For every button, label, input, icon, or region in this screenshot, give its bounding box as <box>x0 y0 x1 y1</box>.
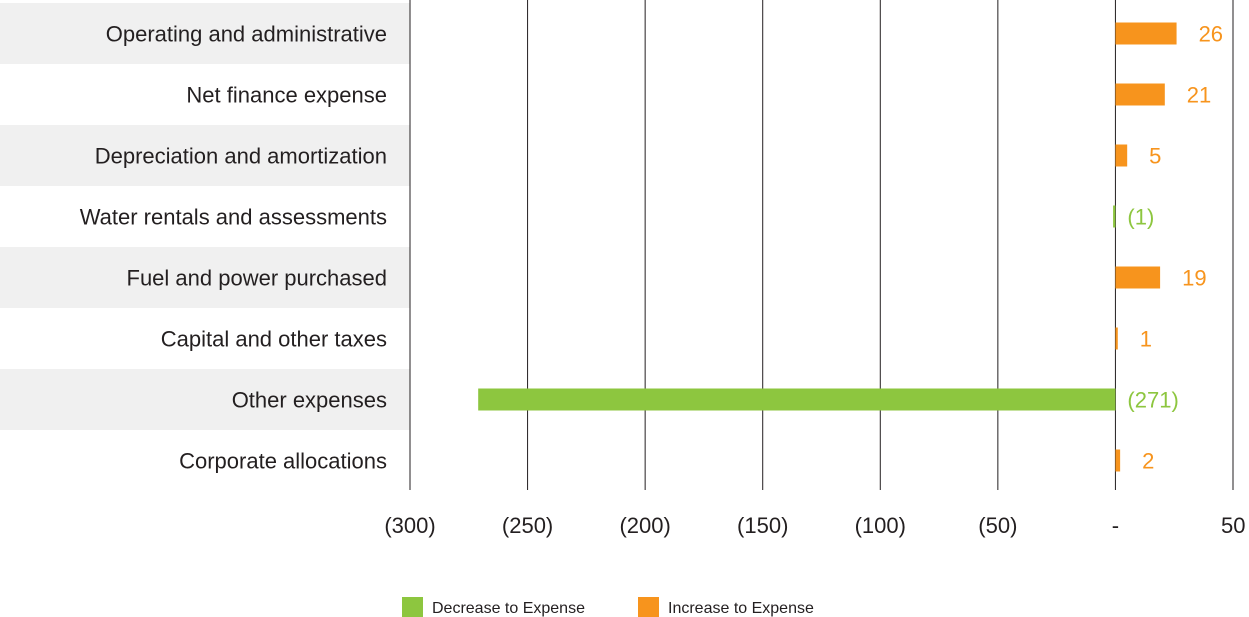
x-tick-label: (150) <box>737 513 788 538</box>
value-label: 2 <box>1142 449 1154 474</box>
category-label: Fuel and power purchased <box>127 266 388 291</box>
bar <box>1115 144 1128 167</box>
row-band <box>0 125 410 186</box>
category-label: Operating and administrative <box>106 22 387 47</box>
legend-label: Decrease to Expense <box>432 600 585 617</box>
x-axis-tick-labels: (300) (250) (200) (150) (100) (50) - 50 <box>384 513 1245 538</box>
x-tick-label: (250) <box>502 513 553 538</box>
x-tick-label: (100) <box>855 513 906 538</box>
legend-swatch <box>402 597 423 617</box>
row-band <box>0 3 410 64</box>
category-labels: Operating and administrative Net finance … <box>80 22 387 474</box>
bar <box>1113 205 1116 228</box>
row-band <box>0 369 410 430</box>
legend-label: Increase to Expense <box>668 600 814 617</box>
row-bands <box>0 3 410 430</box>
category-label: Depreciation and amortization <box>95 144 387 169</box>
legend-swatch <box>638 597 659 617</box>
bar <box>1115 449 1121 472</box>
value-labels: 26 21 5 (1) 19 1 (271) 2 <box>1127 22 1223 474</box>
category-label: Capital and other taxes <box>161 327 387 352</box>
bar <box>1115 327 1118 350</box>
category-label: Net finance expense <box>186 83 387 108</box>
value-label: (271) <box>1127 388 1178 413</box>
category-label: Water rentals and assessments <box>80 205 387 230</box>
value-label: 1 <box>1140 327 1152 352</box>
bar <box>1115 266 1161 289</box>
x-tick-label: - <box>1112 513 1119 538</box>
category-label: Corporate allocations <box>179 449 387 474</box>
x-tick-label: 50 <box>1221 513 1245 538</box>
value-label: 19 <box>1182 266 1206 291</box>
gridlines <box>409 0 1234 490</box>
value-label: (1) <box>1127 205 1154 230</box>
bar <box>1115 83 1165 106</box>
x-tick-label: (200) <box>619 513 670 538</box>
x-tick-label: (50) <box>978 513 1017 538</box>
value-label: 26 <box>1199 22 1223 47</box>
category-label: Other expenses <box>232 388 387 413</box>
value-label: 5 <box>1149 144 1161 169</box>
x-tick-label: (300) <box>384 513 435 538</box>
bar <box>1115 22 1177 45</box>
bars <box>478 22 1177 472</box>
bar <box>478 388 1116 411</box>
value-label: 21 <box>1187 83 1211 108</box>
legend: Decrease to Expense Increase to Expense <box>402 597 814 617</box>
row-band <box>0 247 410 308</box>
